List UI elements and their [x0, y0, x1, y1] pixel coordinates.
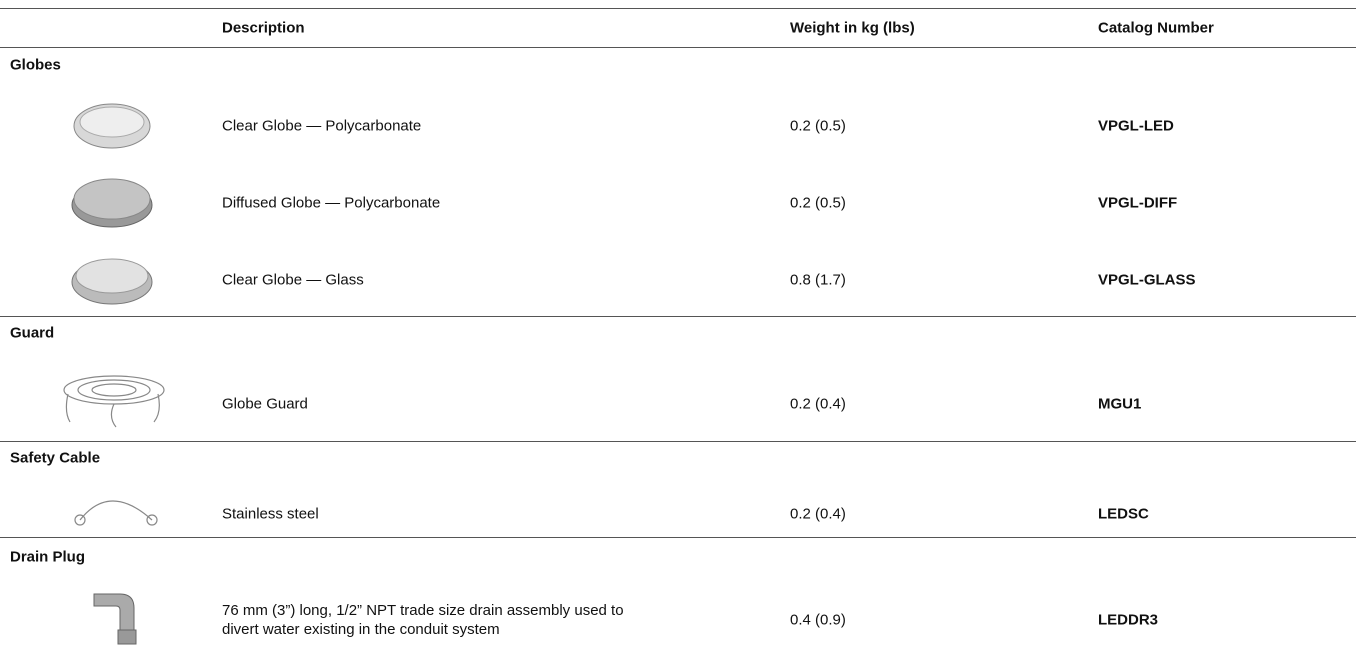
description: Clear Globe — Glass [222, 271, 364, 289]
globe-icon [71, 258, 153, 305]
section-title: Guard [10, 324, 55, 342]
table-rule [0, 8, 1356, 9]
weight: 0.2 (0.5) [790, 117, 846, 135]
column-header: Description [222, 19, 305, 37]
catalog-number: LEDDR3 [1098, 611, 1159, 629]
description: Diffused Globe — Polycarbonate [222, 194, 441, 212]
weight: 0.4 (0.9) [790, 611, 846, 629]
description: Globe Guard [222, 395, 308, 413]
catalog-number: LEDSC [1098, 505, 1149, 523]
description: Stainless steel [222, 505, 319, 523]
table-rule [0, 316, 1356, 317]
catalog-number: VPGL-DIFF [1098, 194, 1178, 212]
column-header: Catalog Number [1098, 19, 1214, 37]
weight: 0.2 (0.4) [790, 505, 846, 523]
description: 76 mm (3”) long, 1/2” NPT trade size dra… [222, 602, 624, 638]
catalog-number: VPGL-LED [1098, 117, 1174, 135]
weight: 0.2 (0.4) [790, 395, 846, 413]
weight: 0.8 (1.7) [790, 271, 846, 289]
description: Clear Globe — Polycarbonate [222, 117, 422, 135]
catalog-number: MGU1 [1098, 395, 1142, 413]
weight: 0.2 (0.5) [790, 194, 846, 212]
catalog-number: VPGL-GLASS [1098, 271, 1196, 289]
table-rule [0, 537, 1356, 538]
globe-icon [73, 103, 151, 149]
section-title: Drain Plug [10, 548, 86, 566]
cable-icon [74, 500, 158, 526]
column-header: Weight in kg (lbs) [790, 19, 915, 37]
table-rule [0, 47, 1356, 48]
globe-icon [71, 178, 153, 228]
table-rule [0, 441, 1356, 442]
section-title: Safety Cable [10, 449, 101, 467]
section-title: Globes [10, 56, 61, 74]
guard-icon [63, 375, 165, 428]
drain-plug-icon [93, 593, 137, 645]
